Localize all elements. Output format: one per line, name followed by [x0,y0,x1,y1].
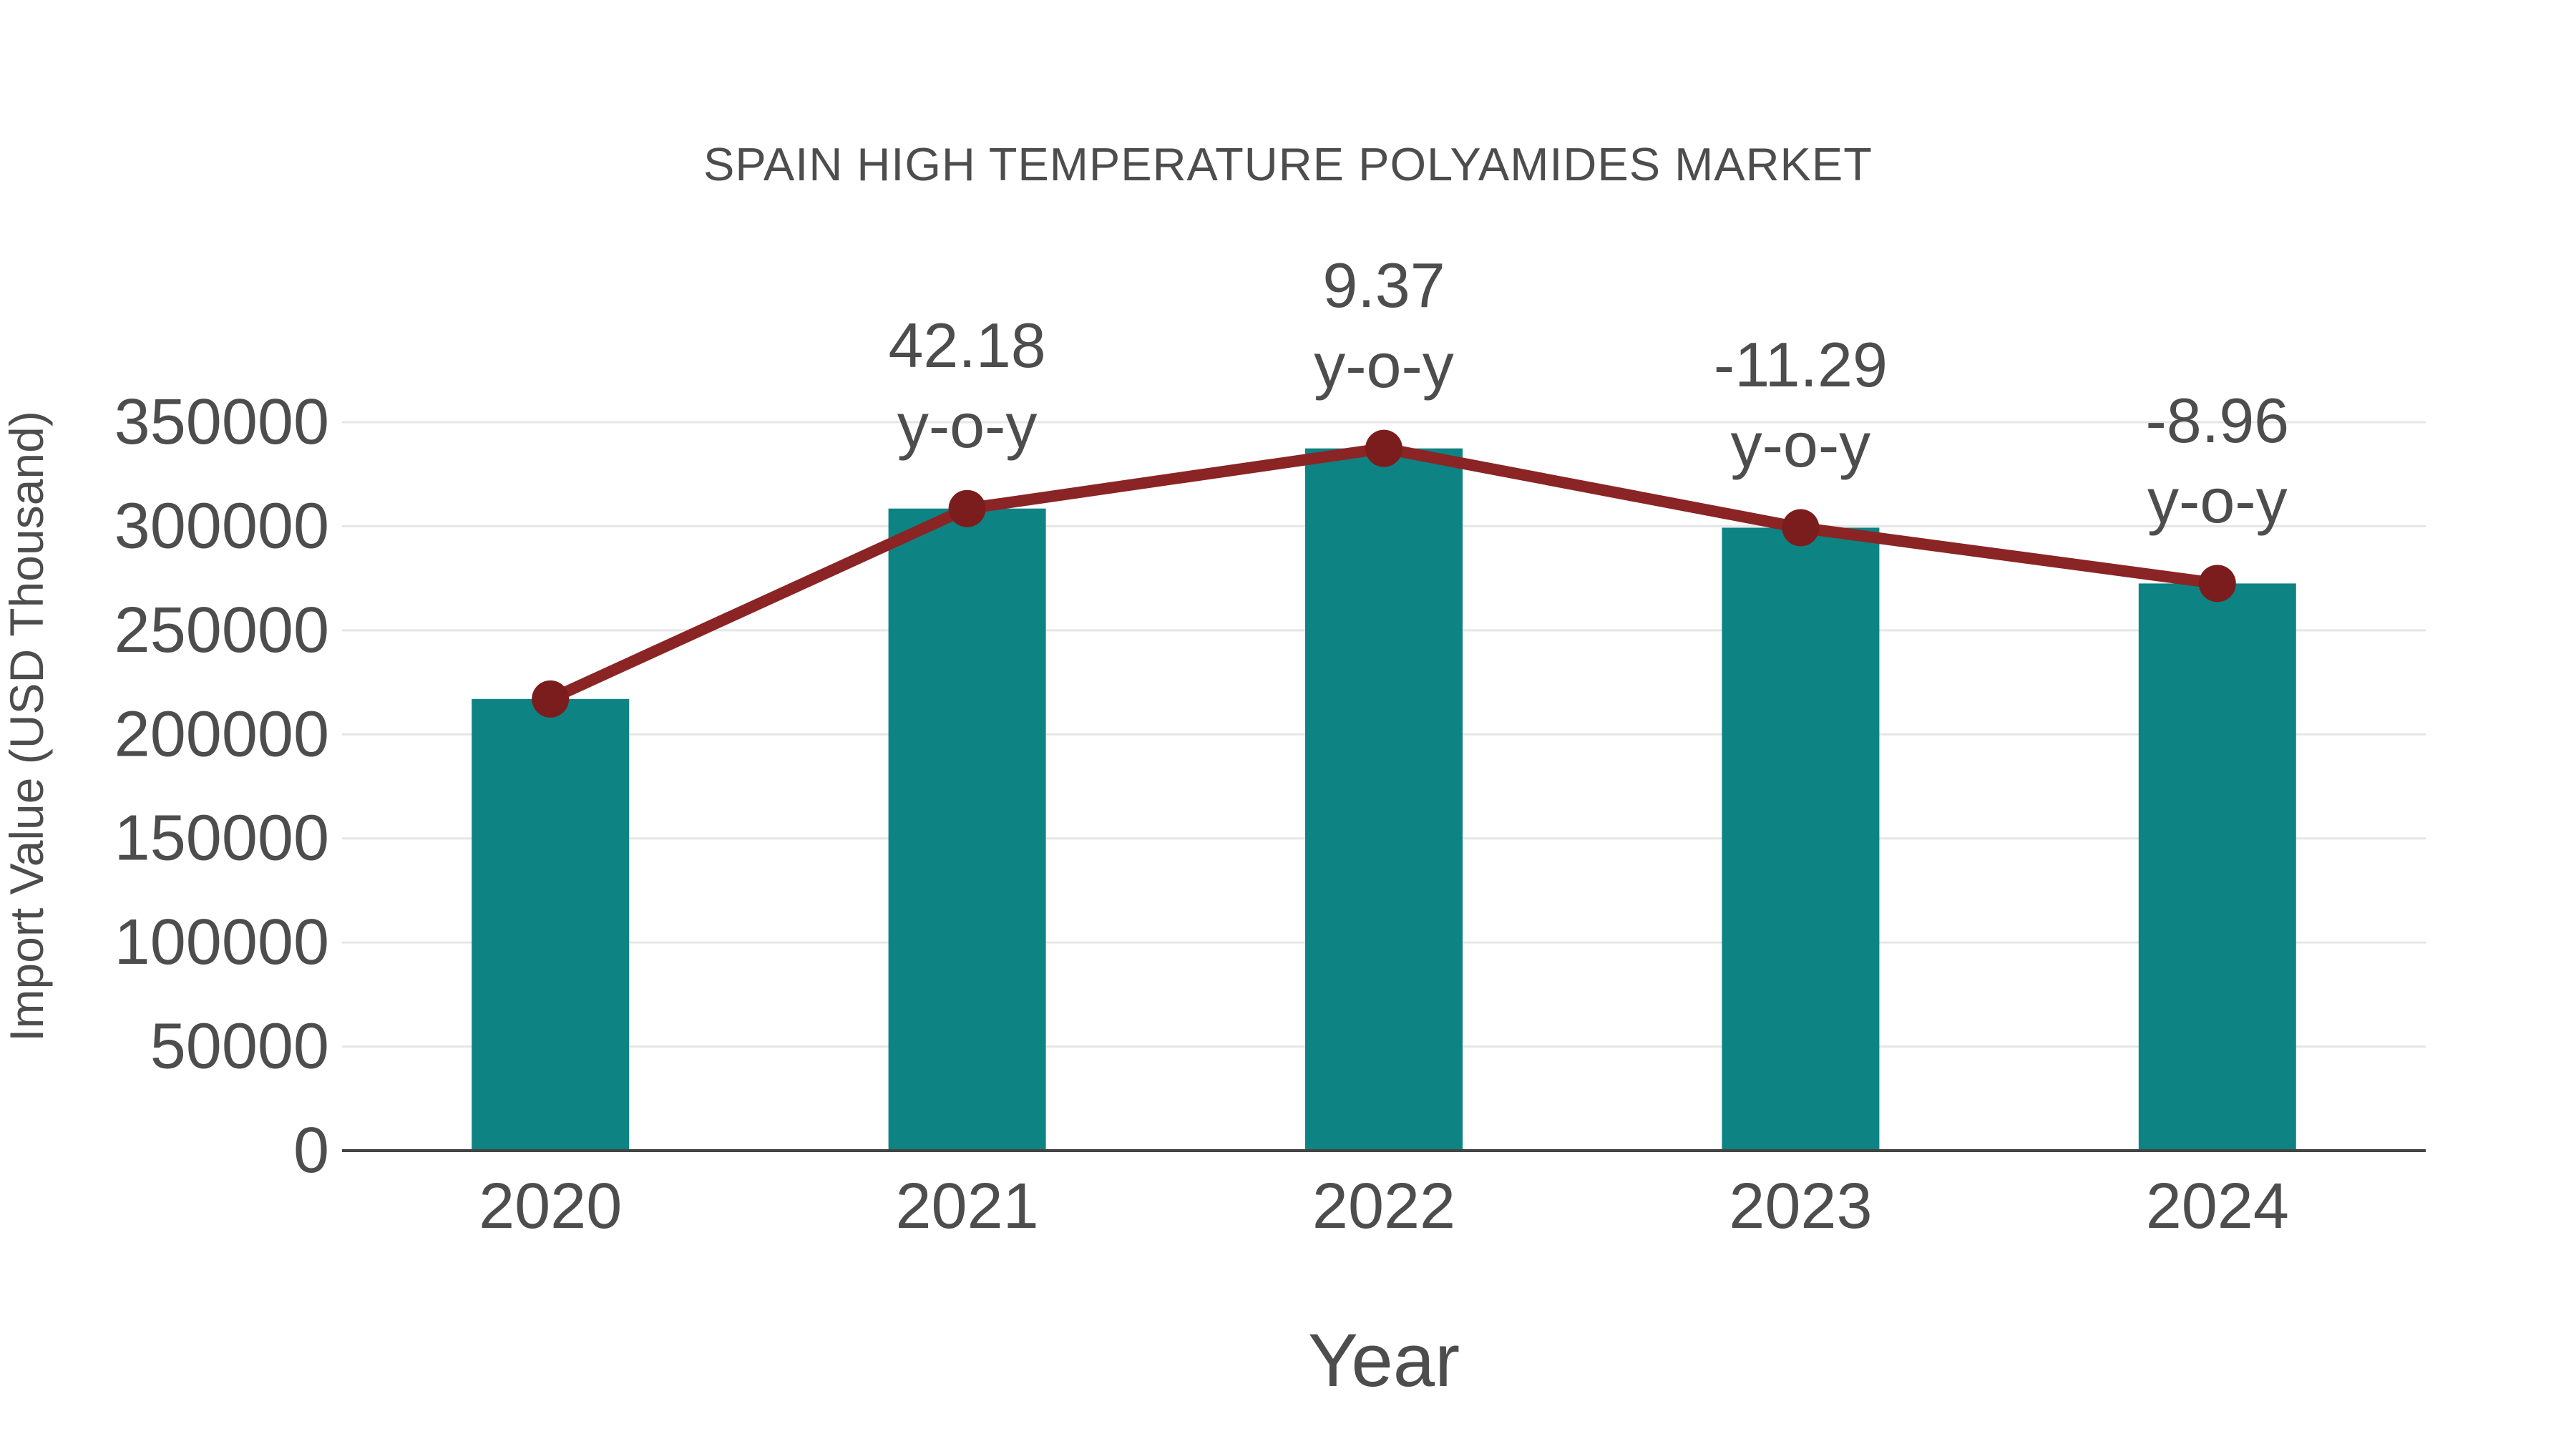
annotation-suffix-2024: y-o-y [2147,465,2288,536]
y-tick-100000: 100000 [114,907,329,978]
annotation-suffix-2022: y-o-y [1314,330,1454,401]
bar-2024 [2138,583,2296,1151]
annotations: 42.18 y-o-y 9.37 y-o-y -11.29 y-o-y -8.96 y-o-y [888,250,2289,536]
y-axis-title: Import Value (USD Thousand) [0,411,53,1042]
annotation-value-2024: -8.96 [2146,385,2290,456]
y-tick-350000: 350000 [114,386,329,458]
x-tick-2020: 2020 [479,1171,622,1242]
line-marker-2024 [2198,565,2236,602]
x-tick-2022: 2022 [1312,1171,1455,1242]
y-tick-50000: 50000 [150,1011,329,1083]
y-tick-0: 0 [293,1115,329,1186]
y-tick-150000: 150000 [114,803,329,874]
line-marker-2022 [1365,429,1402,467]
x-axis-title: Year [1308,1319,1460,1402]
y-tick-labels: 0 50000 100000 150000 200000 250000 300000 3500… [114,386,329,1186]
x-tick-2021: 2021 [895,1171,1038,1242]
bar-2021 [888,508,1046,1151]
y-tick-200000: 200000 [114,698,329,770]
line-series [532,429,2236,718]
annotation-value-2023: -11.29 [1714,329,1888,400]
bar-2020 [472,698,630,1151]
bar-series [472,448,2296,1151]
y-tick-300000: 300000 [114,490,329,562]
x-tick-2023: 2023 [1729,1171,1872,1242]
annotation-value-2022: 9.37 [1322,250,1445,321]
annotation-suffix-2023: y-o-y [1731,409,1871,480]
annotation-suffix-2021: y-o-y [897,390,1038,461]
chart-title: SPAIN HIGH TEMPERATURE POLYAMIDES MARKET [703,138,1873,190]
x-tick-2024: 2024 [2146,1171,2289,1242]
bar-2022 [1305,448,1463,1151]
line-marker-2021 [948,489,986,527]
bar-2023 [1722,527,1880,1151]
x-tick-labels: 2020 2021 2022 2023 2024 [479,1171,2289,1242]
line-marker-2023 [1782,509,1820,547]
annotation-value-2021: 42.18 [888,310,1045,381]
line-marker-2020 [532,680,570,718]
y-tick-250000: 250000 [114,595,329,666]
